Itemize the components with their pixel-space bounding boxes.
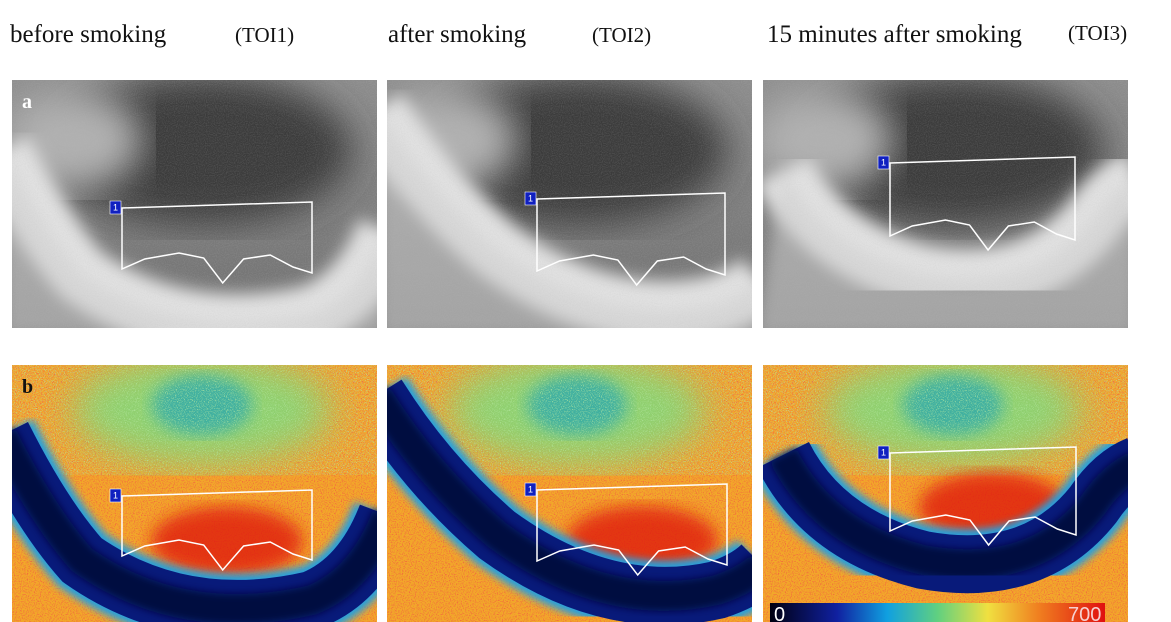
grain (387, 80, 752, 328)
panel-tag: (TOI3) (1068, 21, 1127, 45)
colorbar: 0 700 (770, 603, 1105, 622)
image-panel: 1 (753, 75, 1138, 338)
row-label: a (22, 91, 32, 113)
image-panel: 1a (2, 75, 387, 338)
panel-title: before smoking (10, 21, 167, 48)
colorbar-min: 0 (774, 604, 785, 622)
roi-label: 1 (881, 447, 886, 457)
grain (763, 80, 1128, 328)
roi-label: 1 (113, 490, 118, 500)
panel-title: after smoking (388, 21, 527, 48)
roi-label: 1 (528, 193, 533, 203)
roi-label: 1 (113, 202, 118, 212)
image-panel: 1 (763, 355, 1138, 622)
roi-label: 1 (528, 484, 533, 494)
colorbar-max: 700 (1068, 604, 1101, 622)
page: before smoking (TOI1) after smoking (TOI… (0, 0, 1171, 622)
image-panel: 1 (377, 355, 762, 622)
figure: before smoking (TOI1) after smoking (TOI… (0, 0, 1171, 622)
image-panel: 1b (2, 355, 387, 622)
panel-title: 15 minutes after smoking (767, 21, 1022, 48)
image-panel: 1 (377, 75, 762, 338)
panel-tag: (TOI1) (235, 23, 294, 47)
roi-label: 1 (881, 157, 886, 167)
speckle (12, 365, 377, 475)
colorbar-gradient (770, 603, 1105, 622)
panel-tag: (TOI2) (592, 23, 651, 47)
row-label: b (22, 376, 33, 398)
grain (12, 80, 377, 328)
